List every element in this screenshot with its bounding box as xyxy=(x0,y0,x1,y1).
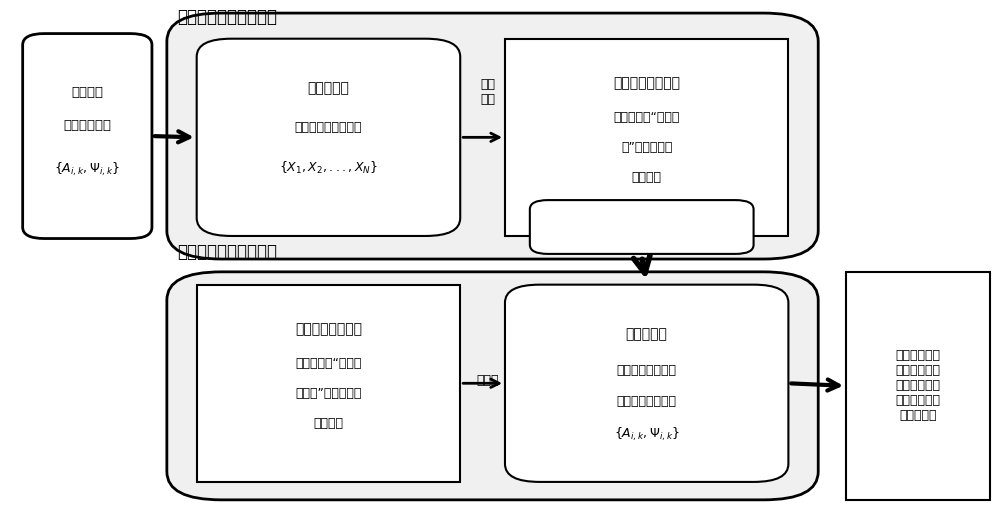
Text: 验证：结果是
否为原问题的
可行解以及最
优输入指标是
否得到改善: 验证：结果是 否为原问题的 可行解以及最 优输入指标是 否得到改善 xyxy=(896,349,941,422)
Text: 求状态变量优化初值: 求状态变量优化初值 xyxy=(295,121,362,134)
Text: 插值得到多节点
对应的设计变量: 插值得到多节点 对应的设计变量 xyxy=(615,213,668,241)
Text: 非线性规划求解器: 非线性规划求解器 xyxy=(295,323,362,337)
Text: 激励下的状态轨迹: 激励下的状态轨迹 xyxy=(617,395,677,408)
Text: 标函数”为目标函数: 标函数”为目标函数 xyxy=(295,387,362,400)
FancyBboxPatch shape xyxy=(530,200,754,254)
Text: 非线性规划求解器: 非线性规划求解器 xyxy=(613,77,680,91)
Text: 输入信号参数: 输入信号参数 xyxy=(63,119,111,132)
FancyBboxPatch shape xyxy=(167,13,818,259)
FancyBboxPatch shape xyxy=(197,285,460,482)
Text: $\{A_{i,k},\Psi_{i,k}\}$: $\{A_{i,k},\Psi_{i,k}\}$ xyxy=(54,161,120,178)
Text: 输入信号可行解生成器: 输入信号可行解生成器 xyxy=(177,8,277,26)
FancyBboxPatch shape xyxy=(167,272,818,500)
Text: 较少
节点: 较少 节点 xyxy=(481,79,496,107)
Text: 求可行解: 求可行解 xyxy=(632,171,662,184)
Text: 数值积分器: 数值积分器 xyxy=(308,82,349,96)
FancyBboxPatch shape xyxy=(846,272,990,500)
Text: 数值积分器: 数值积分器 xyxy=(626,327,668,341)
Text: $\{X_1,X_2,...,X_N\}$: $\{X_1,X_2,...,X_N\}$ xyxy=(279,160,378,176)
Text: 随机生成: 随机生成 xyxy=(71,86,103,99)
Text: 束”为目标函数: 束”为目标函数 xyxy=(621,141,672,154)
Text: $\{A_{i,k},\Psi_{i,k}\}$: $\{A_{i,k},\Psi_{i,k}\}$ xyxy=(614,426,680,443)
FancyBboxPatch shape xyxy=(23,34,152,238)
Text: 重构最优输入信号: 重构最优输入信号 xyxy=(617,364,677,377)
Text: 以问题中的“性能指: 以问题中的“性能指 xyxy=(295,357,362,370)
Text: 优化解: 优化解 xyxy=(477,374,499,387)
FancyBboxPatch shape xyxy=(197,39,460,236)
FancyBboxPatch shape xyxy=(505,39,788,236)
Text: 以问题中的“等式约: 以问题中的“等式约 xyxy=(613,111,680,124)
Text: 求最优解: 求最优解 xyxy=(313,417,343,430)
Text: 输入信号优化解生成器: 输入信号优化解生成器 xyxy=(177,242,277,261)
FancyBboxPatch shape xyxy=(505,285,788,482)
